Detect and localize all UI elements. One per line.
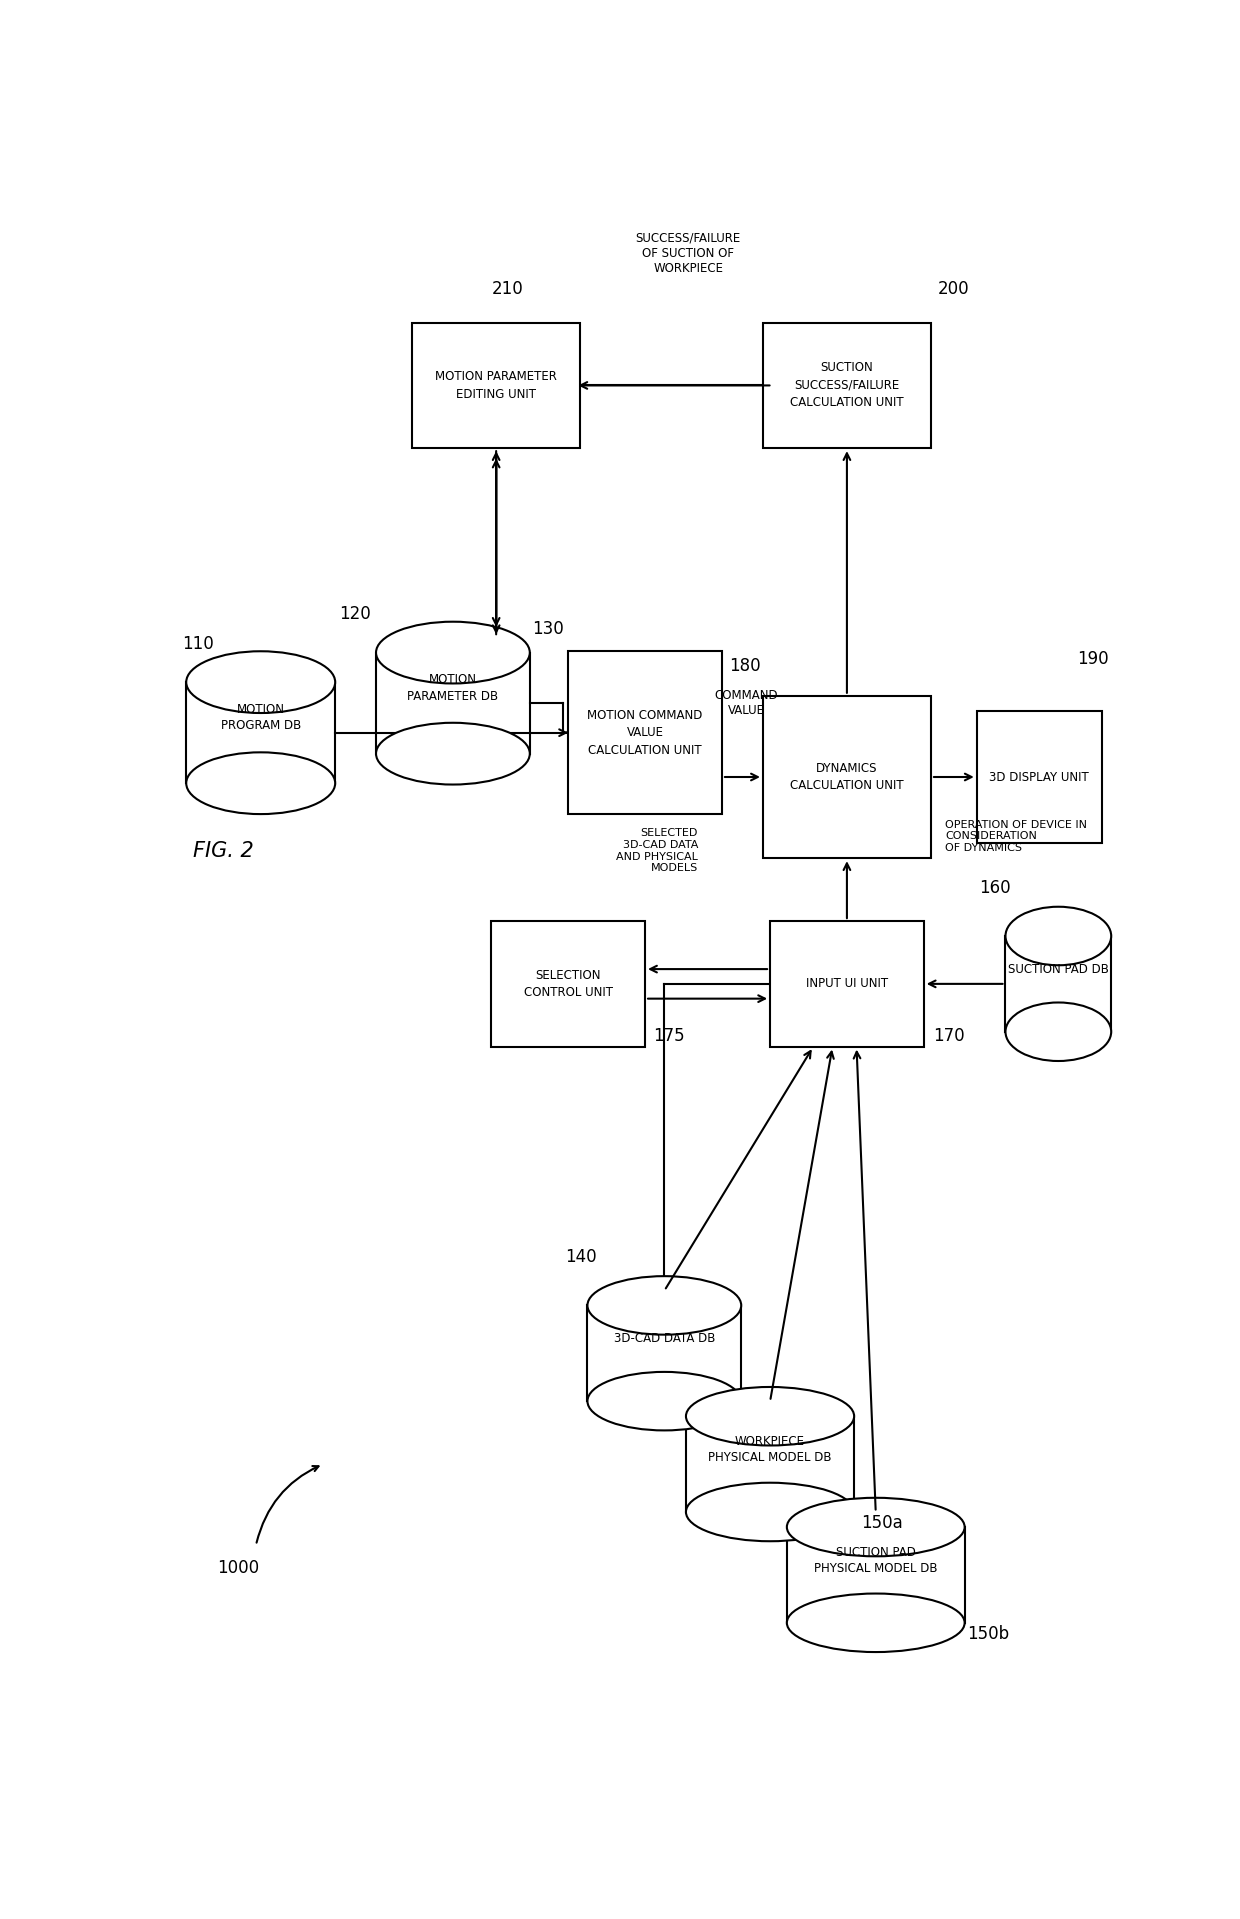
Text: SUCCESS/FAILURE
OF SUCTION OF
WORKPIECE: SUCCESS/FAILURE OF SUCTION OF WORKPIECE <box>636 232 742 274</box>
Ellipse shape <box>1006 1002 1111 1061</box>
Ellipse shape <box>787 1593 965 1652</box>
Text: MOTION
PARAMETER DB: MOTION PARAMETER DB <box>408 674 498 702</box>
Bar <box>977 710 1101 844</box>
Text: MOTION PARAMETER
EDITING UNIT: MOTION PARAMETER EDITING UNIT <box>435 370 557 401</box>
Text: COMMAND
VALUE: COMMAND VALUE <box>714 689 777 718</box>
Text: MOTION COMMAND
VALUE
CALCULATION UNIT: MOTION COMMAND VALUE CALCULATION UNIT <box>588 708 703 756</box>
Text: 180: 180 <box>729 656 760 675</box>
Text: DYNAMICS
CALCULATION UNIT: DYNAMICS CALCULATION UNIT <box>790 762 904 793</box>
Text: 160: 160 <box>978 879 1011 896</box>
Ellipse shape <box>588 1276 742 1334</box>
Bar <box>686 1416 854 1512</box>
Ellipse shape <box>686 1387 854 1445</box>
Text: INPUT UI UNIT: INPUT UI UNIT <box>806 977 888 990</box>
Text: WORKPIECE
PHYSICAL MODEL DB: WORKPIECE PHYSICAL MODEL DB <box>708 1435 832 1464</box>
Ellipse shape <box>588 1372 742 1430</box>
Text: 120: 120 <box>340 606 371 624</box>
Bar <box>186 681 335 783</box>
Text: 3D DISPLAY UNIT: 3D DISPLAY UNIT <box>990 771 1089 783</box>
Text: 3D-CAD DATA DB: 3D-CAD DATA DB <box>614 1332 715 1345</box>
Bar <box>787 1528 965 1623</box>
Text: 150a: 150a <box>862 1514 903 1531</box>
Ellipse shape <box>1006 908 1111 965</box>
Bar <box>376 652 529 754</box>
Text: SELECTION
CONTROL UNIT: SELECTION CONTROL UNIT <box>523 969 613 1000</box>
Text: FIG. 2: FIG. 2 <box>193 841 254 862</box>
Bar <box>770 921 924 1046</box>
Text: 130: 130 <box>532 620 563 639</box>
Bar <box>568 651 722 814</box>
Text: MOTION
PROGRAM DB: MOTION PROGRAM DB <box>221 702 301 733</box>
Text: 150b: 150b <box>967 1625 1009 1643</box>
Text: SELECTED
3D-CAD DATA
AND PHYSICAL
MODELS: SELECTED 3D-CAD DATA AND PHYSICAL MODELS <box>616 829 698 873</box>
Text: 175: 175 <box>652 1027 684 1044</box>
Bar <box>763 322 931 449</box>
Text: SUCTION PAD
PHYSICAL MODEL DB: SUCTION PAD PHYSICAL MODEL DB <box>813 1547 937 1575</box>
Ellipse shape <box>376 723 529 785</box>
Bar <box>491 921 645 1046</box>
Text: SUCTION PAD DB: SUCTION PAD DB <box>1008 963 1109 977</box>
Ellipse shape <box>186 651 335 714</box>
Text: 110: 110 <box>182 635 213 652</box>
Text: OPERATION OF DEVICE IN
CONSIDERATION
OF DYNAMICS: OPERATION OF DEVICE IN CONSIDERATION OF … <box>945 819 1087 852</box>
Text: 210: 210 <box>491 280 523 297</box>
Text: 1000: 1000 <box>217 1558 259 1577</box>
Ellipse shape <box>686 1483 854 1541</box>
Bar <box>763 697 931 858</box>
Ellipse shape <box>186 752 335 814</box>
Text: 140: 140 <box>565 1247 596 1267</box>
Text: SUCTION
SUCCESS/FAILURE
CALCULATION UNIT: SUCTION SUCCESS/FAILURE CALCULATION UNIT <box>790 361 904 409</box>
Bar <box>412 322 580 449</box>
Ellipse shape <box>787 1499 965 1556</box>
Text: 190: 190 <box>1078 651 1110 668</box>
Ellipse shape <box>376 622 529 683</box>
Text: 170: 170 <box>934 1027 965 1044</box>
Bar <box>588 1305 742 1401</box>
Text: 200: 200 <box>939 280 970 297</box>
Bar <box>1006 936 1111 1032</box>
